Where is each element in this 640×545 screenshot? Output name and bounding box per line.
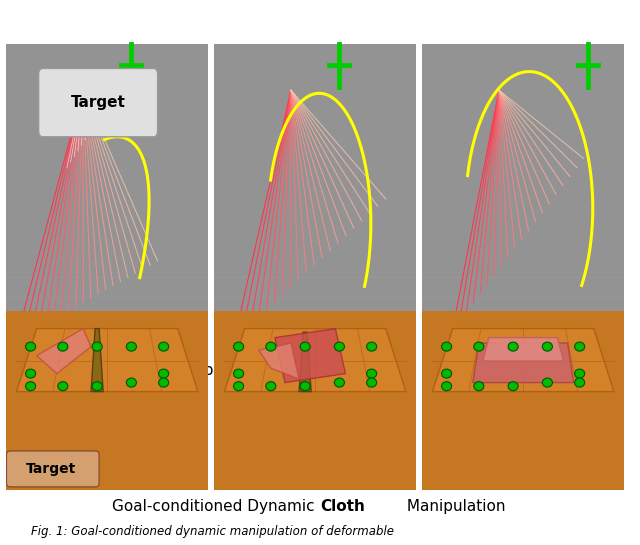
Circle shape (542, 342, 552, 351)
Circle shape (575, 342, 585, 351)
Circle shape (126, 342, 136, 351)
Circle shape (26, 369, 36, 378)
Circle shape (367, 369, 377, 378)
Polygon shape (275, 329, 346, 383)
Text: Target: Target (70, 95, 125, 110)
Text: Iteration 2: Iteration 2 (223, 329, 296, 342)
Polygon shape (17, 329, 198, 391)
Circle shape (266, 382, 276, 391)
Circle shape (300, 382, 310, 391)
Polygon shape (473, 343, 573, 383)
Circle shape (334, 378, 344, 387)
FancyBboxPatch shape (6, 451, 99, 487)
Circle shape (159, 378, 169, 387)
Circle shape (367, 378, 377, 387)
Text: Iteration 3: Iteration 3 (431, 329, 504, 342)
Text: Manipulation: Manipulation (401, 499, 505, 514)
Circle shape (126, 378, 136, 387)
Polygon shape (299, 332, 311, 391)
Polygon shape (433, 329, 614, 391)
Text: Iteration 1: Iteration 1 (15, 329, 88, 342)
Text: Cloth: Cloth (320, 499, 365, 514)
Text: Manipulation: Manipulation (420, 363, 524, 378)
Circle shape (300, 342, 310, 351)
Circle shape (159, 369, 169, 378)
Circle shape (575, 378, 585, 387)
Text: Goal-conditioned Dynamic: Goal-conditioned Dynamic (113, 499, 320, 514)
Polygon shape (259, 343, 299, 379)
Circle shape (92, 342, 102, 351)
Circle shape (26, 382, 36, 391)
Circle shape (92, 382, 102, 391)
Circle shape (442, 369, 452, 378)
FancyBboxPatch shape (38, 69, 157, 137)
Circle shape (575, 369, 585, 378)
Polygon shape (36, 329, 91, 374)
Circle shape (474, 342, 484, 351)
Polygon shape (225, 329, 406, 391)
Polygon shape (483, 337, 564, 361)
Circle shape (334, 342, 344, 351)
Circle shape (26, 342, 36, 351)
Text: Rope: Rope (320, 363, 364, 378)
Circle shape (542, 378, 552, 387)
Circle shape (234, 342, 244, 351)
Circle shape (442, 342, 452, 351)
Text: Goal-conditioned Dynamic: Goal-conditioned Dynamic (113, 363, 320, 378)
Circle shape (474, 382, 484, 391)
Circle shape (234, 369, 244, 378)
Text: Fig. 1: Goal-conditioned dynamic manipulation of deformable: Fig. 1: Goal-conditioned dynamic manipul… (31, 525, 394, 538)
Circle shape (367, 342, 377, 351)
Circle shape (508, 342, 518, 351)
Circle shape (442, 382, 452, 391)
Circle shape (159, 342, 169, 351)
Polygon shape (91, 329, 103, 391)
Circle shape (58, 342, 68, 351)
Circle shape (234, 382, 244, 391)
Text: Target: Target (26, 462, 76, 476)
Circle shape (508, 382, 518, 391)
Circle shape (58, 382, 68, 391)
Circle shape (266, 342, 276, 351)
